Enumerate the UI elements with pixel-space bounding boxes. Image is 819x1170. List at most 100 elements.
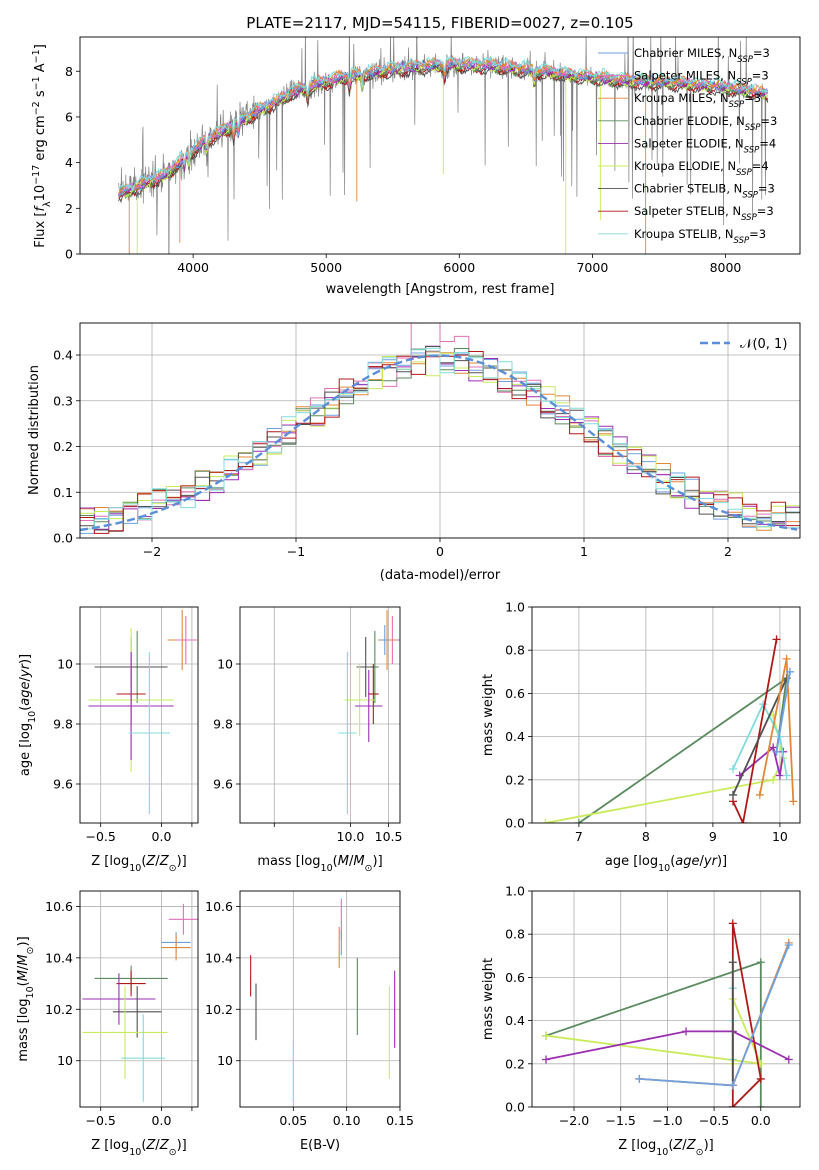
spectrum-ytick-label: 6 [65, 109, 73, 124]
age-vs-Z-ytick-label: 9.8 [53, 717, 73, 732]
spectrum-ylabel-part: s [33, 90, 48, 101]
spectrum-frame [79, 36, 801, 255]
mass-vs-ebv-ytick-label: 10 [217, 1053, 233, 1068]
weight-vs-Z-marker [728, 958, 737, 967]
legend-n: =4 [752, 159, 769, 173]
legend-sub: SSP [729, 100, 745, 110]
weight-vs-age-ytick-label: 1.0 [505, 600, 525, 615]
weight-vs-age-marker [772, 747, 781, 756]
weight-vs-Z-xtick-label: −2.0 [559, 1113, 589, 1128]
age-vs-mass-axes: 10.0 10.5 9.6 9.8 10 [213, 606, 402, 844]
spectrum-ylabel-part: ] [33, 44, 48, 49]
weight-vs-age-line-chabrier-stelib [732, 677, 788, 796]
legend-sub: SSP [736, 168, 752, 178]
weight-vs-age-xtick-label: 10 [772, 829, 788, 844]
weight-vs-age-xlabel-part: )] [717, 854, 727, 869]
mass-vs-Z-ylabel-part: ⊙ [25, 946, 36, 954]
weight-vs-age-marker [759, 700, 768, 709]
weight-vs-age-ytick-label: 0.8 [505, 643, 525, 658]
age-vs-Z-plot-area [80, 607, 198, 823]
age-vs-Z-axes: −0.5 0.0 9.6 9.8 10 [53, 606, 199, 844]
mass-vs-ebv-ytick-label: 10.4 [205, 950, 233, 965]
residuals-ytick-label: 0.3 [53, 393, 73, 408]
weight-vs-Z-marker [784, 941, 793, 949]
mass-vs-Z-plot-area [80, 891, 198, 1107]
age-vs-Z-xlabel-part: ⊙ [169, 863, 177, 874]
weight-vs-age-marker [729, 790, 737, 799]
weight-vs-age-axes: 7 8 9 10 0.0 0.2 0.4 0.6 0.8 1.0 [505, 600, 801, 844]
age-vs-Z-ylabel-part: 10 [27, 711, 38, 723]
weight-vs-age-line-kroupa-stelib [732, 702, 788, 776]
legend-text: Chabrier MILES, N [634, 46, 737, 60]
legend-text: Chabrier ELODIE, N [634, 114, 745, 128]
spectrum-ytick-label: 0 [65, 247, 73, 262]
legend-n: =3 [757, 204, 774, 218]
legend-text: Kroupa MILES, N [634, 91, 729, 105]
weight-vs-Z-xlabel-part: / [682, 1138, 687, 1153]
spectrum-ylabel-part: Flux [ [33, 212, 48, 248]
weight-vs-Z-xlabel-part: Z [672, 1138, 683, 1153]
age-vs-Z-frame [79, 606, 199, 824]
weight-vs-Z-marker [682, 1027, 691, 1036]
legend-n: =3 [753, 46, 770, 60]
weight-vs-age-xlabel-part: ( [670, 854, 675, 869]
weight-vs-age-marker [785, 667, 794, 676]
weight-vs-age-ytick-label: 0.4 [505, 729, 525, 744]
weight-vs-age-line-salpeter-elodie [739, 745, 785, 777]
legend-n: =3 [749, 227, 766, 241]
mass-vs-Z-xlabel-part: Z [145, 1138, 156, 1153]
spectrum-xlabel: wavelength [Angstrom, rest frame] [326, 282, 555, 297]
weight-vs-age-ytick-label: 0.6 [505, 686, 525, 701]
mass-vs-Z-xlabel-part: Z [ [91, 1138, 109, 1153]
legend-n: =4 [759, 136, 776, 150]
spectrum-legend-label: Salpeter STELIB, NSSP=3 [634, 204, 774, 223]
residuals-xtick-label: −2 [143, 544, 161, 559]
age-vs-Z-ylabel-part: yr [18, 662, 33, 678]
weight-vs-Z-xlabel-part: ⊙ [696, 1147, 704, 1158]
mass-vs-Z-xlabel: Z [log10(Z/Z⊙)] [91, 1138, 186, 1158]
weight-vs-age-xlabel-part: age [675, 854, 699, 869]
legend-sub: SSP [734, 236, 750, 246]
weight-vs-Z-ytick-label: 1.0 [505, 884, 525, 899]
mass-vs-Z-frame [79, 890, 199, 1108]
age-vs-Z-xlabel-part: Z [159, 854, 170, 869]
weight-vs-age-ytick-label: 0.0 [505, 816, 525, 831]
mass-vs-Z-ylabel-part: mass [ [16, 1018, 31, 1061]
weight-vs-age-xlabel-part: log [638, 854, 658, 869]
mass-vs-ebv-frame [239, 890, 401, 1108]
spectrum-plot-area [118, 37, 769, 254]
weight-vs-Z-line-salpeter-elodie [545, 1030, 790, 1061]
residuals-ylabel: Normed distribution [27, 365, 42, 495]
spectrum-xtick-label: 7000 [576, 260, 608, 275]
weight-vs-Z-xlabel-part: Z [686, 1138, 697, 1153]
age-vs-mass-xtick-label: 10.0 [337, 829, 365, 844]
weight-vs-Z-ytick-label: 0.8 [505, 927, 525, 942]
spectrum-ylabel-part: −1 [31, 49, 42, 63]
age-vs-Z-xlabel: Z [log10(Z/Z⊙)] [91, 854, 186, 874]
legend-text: Kroupa ELODIE, N [634, 159, 736, 173]
spectrum-ylabel-part: erg cm [33, 115, 48, 164]
weight-vs-Z-ytick-label: 0.6 [505, 970, 525, 985]
mass-vs-ebv-xlabel: E(B-V) [300, 1138, 340, 1153]
mass-vs-Z-xtick-label: −0.5 [86, 1113, 116, 1128]
age-vs-Z-xlabel-part: 10 [129, 863, 141, 874]
residuals-frame [79, 322, 801, 539]
mass-vs-Z-xlabel-part: ( [141, 1138, 146, 1153]
mass-vs-Z-ylabel-part: log [16, 998, 31, 1018]
legend-n: =3 [758, 182, 775, 196]
weight-vs-Z-xlabel: Z [log10(Z/Z⊙)] [618, 1138, 713, 1158]
spectrum-xtick-label: 6000 [443, 260, 475, 275]
weight-vs-Z-marker [542, 1031, 551, 1040]
spectrum-legend-label: Kroupa ELODIE, NSSP=4 [634, 159, 769, 178]
age-vs-Z-xlabel-part: log [109, 854, 129, 869]
weight-vs-Z-marker [542, 1055, 551, 1064]
weight-vs-Z-marker [756, 1103, 765, 1107]
weight-vs-age-marker [775, 771, 784, 780]
legend-sub: SSP [736, 78, 752, 88]
age-vs-Z-ylabel: age [log10(age/yr)] [18, 654, 38, 776]
weight-vs-Z-marker [728, 1103, 737, 1107]
age-vs-Z-xlabel-part: / [155, 854, 160, 869]
spectrum-xtick-label: 8000 [710, 260, 742, 275]
age-vs-Z-ylabel-part: log [18, 723, 33, 743]
gaussian-curve [80, 354, 798, 532]
